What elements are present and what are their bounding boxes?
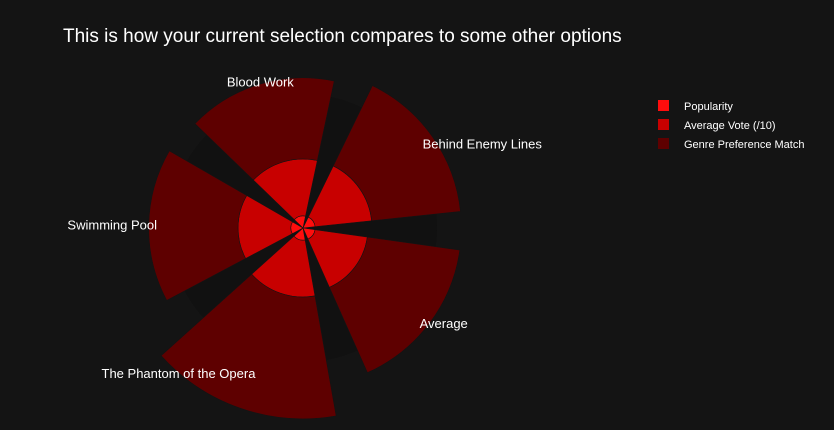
legend-label-genre-match[interactable]: Genre Preference Match [684, 139, 804, 151]
legend-swatch-average-vote[interactable] [658, 119, 669, 130]
bar-the-phantom-of-the-opera-series-2[interactable] [160, 273, 337, 420]
bar-behind-enemy-lines-series-2[interactable] [332, 85, 461, 222]
bars-layer [148, 77, 461, 420]
category-label-blood-work: Blood Work [227, 74, 294, 89]
category-label-average: Average [420, 316, 468, 331]
legend-swatch-genre-match[interactable] [658, 138, 669, 149]
chart-title: This is how your current selection compa… [63, 26, 622, 47]
category-label-behind-enemy-lines: Behind Enemy Lines [423, 136, 543, 151]
bar-average-series-2[interactable] [329, 236, 461, 374]
legend: Popularity Average Vote (/10) Genre Pref… [658, 100, 804, 151]
legend-label-popularity[interactable]: Popularity [684, 101, 733, 113]
category-labels: Behind Enemy Lines Average The Phantom of … [67, 74, 542, 381]
category-label-the-phantom-of-the-opera: The Phantom of the Opera [102, 366, 257, 381]
legend-swatch-popularity[interactable] [658, 100, 669, 111]
legend-label-average-vote[interactable]: Average Vote (/10) [684, 120, 776, 132]
category-label-swimming-pool: Swimming Pool [67, 217, 157, 232]
bar-swimming-pool-series-2[interactable] [148, 150, 248, 301]
bar-blood-work-series-2[interactable] [194, 77, 335, 181]
